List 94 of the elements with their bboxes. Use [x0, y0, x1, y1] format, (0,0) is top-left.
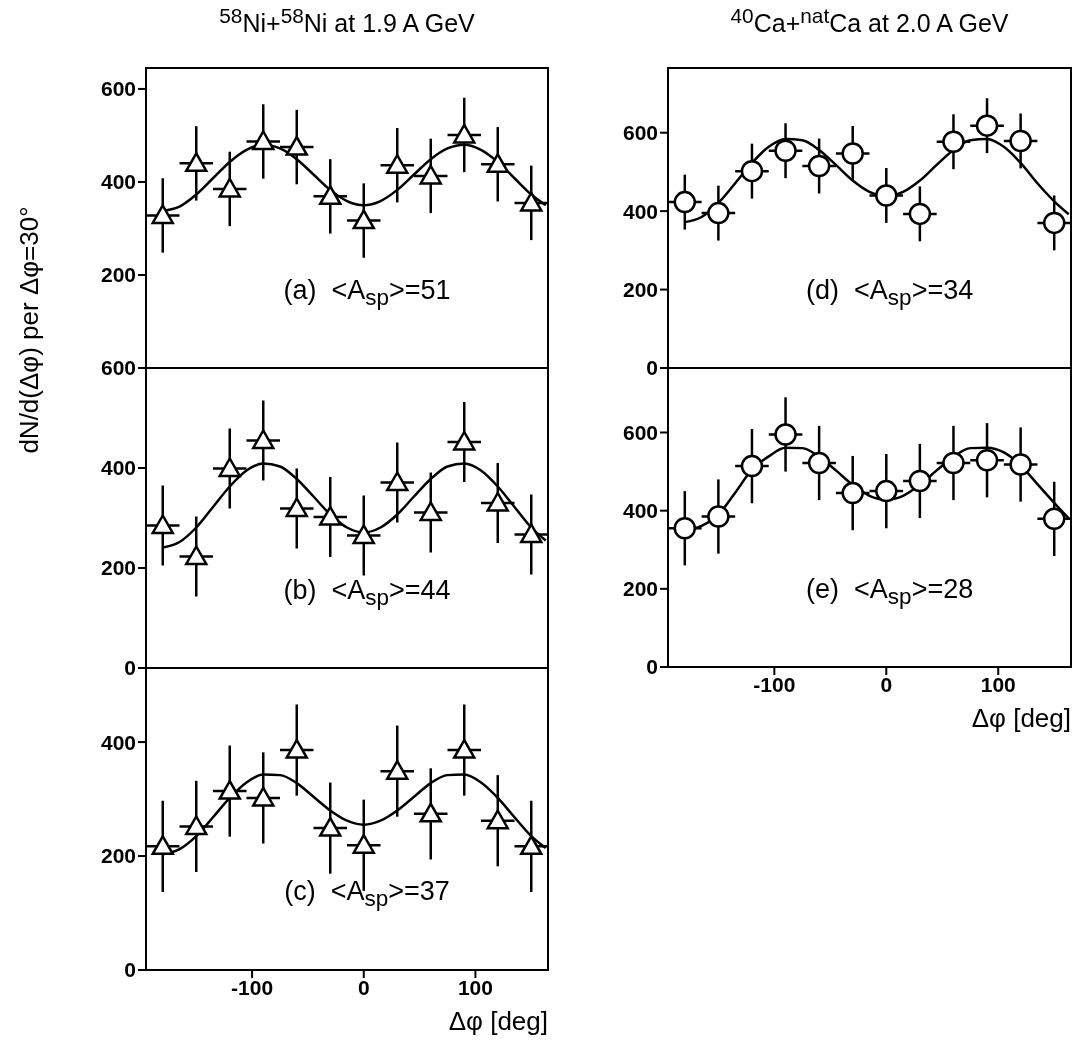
point — [285, 738, 308, 759]
point — [673, 190, 697, 214]
point — [1009, 129, 1032, 153]
x-tick-label: -100 — [231, 975, 274, 999]
point — [975, 114, 999, 137]
point — [740, 454, 764, 478]
point — [486, 491, 509, 512]
point — [908, 469, 932, 493]
point — [774, 139, 797, 162]
point — [1009, 453, 1032, 476]
y-tick-label: 400 — [622, 499, 658, 523]
x-axis-title: Δφ [deg] — [971, 703, 1071, 734]
y-tick-label: 600 — [622, 121, 658, 145]
y-tick-label: 600 — [100, 356, 136, 380]
point — [151, 514, 174, 535]
point — [386, 471, 409, 492]
point — [841, 142, 864, 165]
point — [285, 135, 308, 156]
point — [453, 123, 476, 144]
point — [942, 451, 965, 475]
y-tick-label: 200 — [100, 844, 136, 868]
point — [419, 164, 442, 185]
point — [707, 201, 730, 225]
chart-title: $^{40}$Ca+$^{nat}$Ca at 2.0 A GeV — [729, 4, 1010, 39]
point — [707, 505, 730, 528]
point — [908, 202, 932, 226]
y-tick-label: 400 — [100, 730, 136, 754]
point — [352, 524, 375, 545]
y-tick-label: 200 — [622, 577, 658, 601]
x-tick-label: 0 — [357, 975, 370, 999]
y-tick-label: 0 — [646, 655, 658, 679]
point — [740, 159, 764, 183]
y-tick-label: 600 — [100, 77, 136, 101]
annotation: (b) <A$_{sp}$>=44 — [282, 575, 452, 612]
y-tick-label: 400 — [622, 199, 658, 223]
point — [419, 802, 442, 823]
point — [252, 130, 275, 151]
point — [218, 177, 241, 198]
chart-title: $^{58}$Ni+$^{58}$Ni at 1.9 A GeV — [218, 4, 476, 39]
point — [1042, 211, 1066, 235]
point — [520, 523, 543, 544]
point — [352, 209, 375, 230]
point — [252, 429, 275, 450]
point — [774, 423, 797, 446]
point — [185, 545, 208, 566]
point — [875, 479, 898, 503]
x-tick-label: 100 — [980, 672, 1016, 696]
y-tick-label: 200 — [100, 263, 136, 287]
point — [319, 816, 342, 837]
point — [285, 497, 308, 518]
point — [486, 153, 509, 174]
point — [875, 184, 898, 207]
x-tick-label: -100 — [753, 672, 796, 696]
point — [218, 457, 241, 478]
x-tick-label: 0 — [880, 672, 893, 696]
y-tick-label: 0 — [124, 958, 136, 982]
point — [319, 185, 342, 206]
point — [520, 835, 543, 856]
point — [841, 481, 864, 505]
point — [151, 835, 174, 856]
y-tick-label: 400 — [100, 170, 136, 194]
y-tick-label: 600 — [622, 420, 658, 444]
point — [486, 809, 509, 830]
point — [185, 152, 208, 173]
x-tick-label: 100 — [457, 975, 493, 999]
point — [453, 430, 476, 451]
point — [807, 154, 831, 178]
point — [419, 501, 442, 522]
point — [520, 191, 543, 212]
y-tick-label: 400 — [100, 456, 136, 480]
annotation: (d) <A$_{sp}$>=34 — [805, 275, 975, 312]
point — [252, 786, 275, 807]
point — [386, 759, 409, 780]
point — [453, 738, 476, 759]
y-tick-label: 200 — [100, 556, 136, 580]
annotation: (a) <A$_{sp}$>=51 — [282, 275, 452, 312]
point — [942, 130, 965, 153]
point — [1042, 507, 1066, 531]
y-tick-label: 0 — [124, 656, 136, 680]
x-axis-title: Δφ [deg] — [448, 1006, 548, 1037]
point — [352, 833, 375, 854]
y-axis-title: dN/d(Δφ) per Δφ=30° — [14, 205, 45, 456]
point — [319, 505, 342, 526]
point — [807, 451, 831, 475]
y-tick-label: 200 — [622, 278, 658, 302]
point — [185, 815, 208, 836]
point — [673, 517, 697, 540]
point — [386, 153, 409, 174]
point — [975, 448, 999, 472]
point — [151, 204, 174, 225]
annotation: (e) <A$_{sp}$>=28 — [805, 574, 975, 611]
point — [218, 779, 241, 800]
annotation: (c) <A$_{sp}$>=37 — [283, 876, 451, 913]
y-tick-label: 0 — [646, 356, 658, 380]
